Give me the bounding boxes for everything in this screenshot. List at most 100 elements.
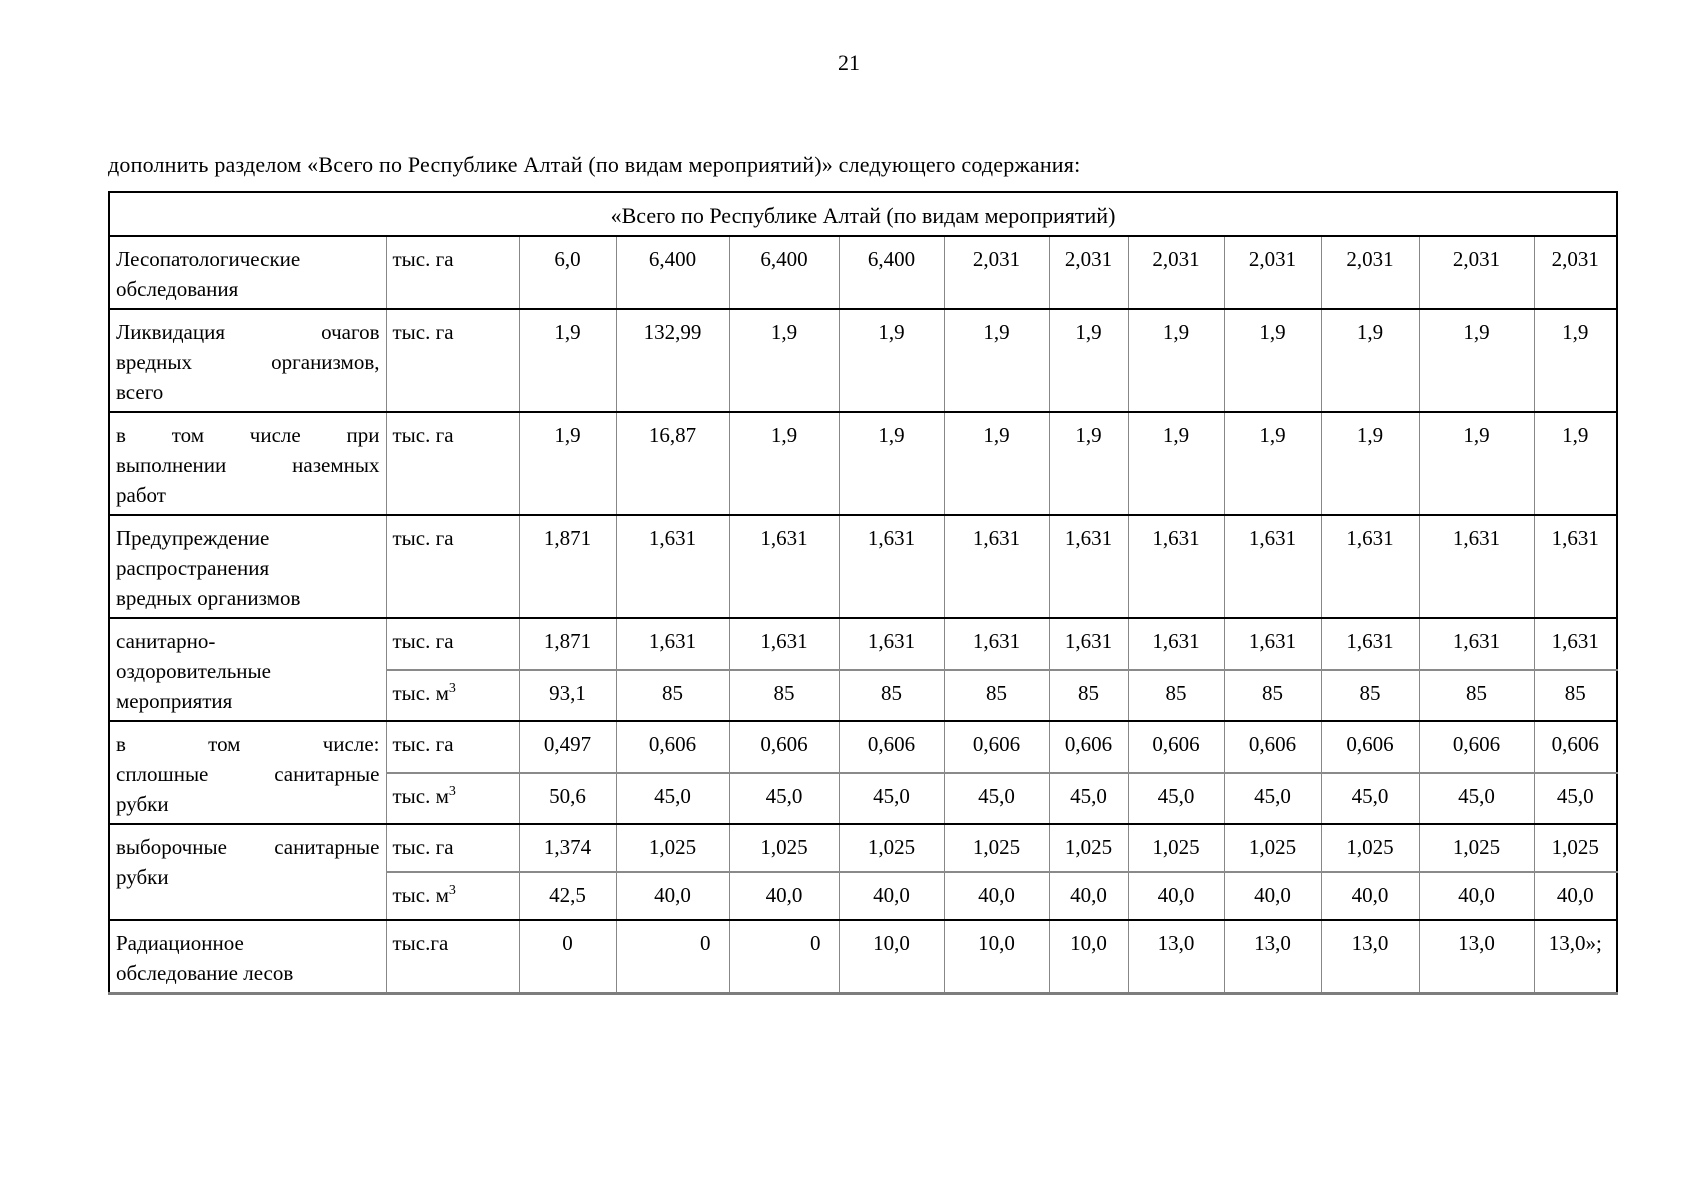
unit-cell: тыс. м3 bbox=[385, 771, 520, 824]
value-cell: 2,031 bbox=[1223, 235, 1322, 309]
value-cell: 1,631 bbox=[1127, 617, 1225, 670]
value-cell: 13,0»; bbox=[1533, 919, 1618, 994]
value-cell: 85 bbox=[1320, 668, 1420, 721]
value-cell: 1,631 bbox=[1533, 617, 1618, 670]
value-cell: 2,031 bbox=[1127, 235, 1225, 309]
value-cell: 2,031 bbox=[1048, 235, 1129, 309]
value-cell: 45,0 bbox=[1127, 771, 1225, 824]
measures-table: «Всего по Республике Алтай (по видам мер… bbox=[108, 191, 1619, 995]
value-cell: 40,0 bbox=[838, 871, 945, 920]
table-title-row: «Всего по Республике Алтай (по видам мер… bbox=[109, 192, 1617, 236]
value-cell: 1,871 bbox=[518, 617, 617, 670]
value-cell: 6,400 bbox=[728, 235, 840, 309]
unit-cell: тыс. га bbox=[385, 720, 520, 773]
value-cell: 1,025 bbox=[615, 823, 730, 872]
value-cell: 2,031 bbox=[1533, 235, 1618, 309]
value-cell: 1,631 bbox=[615, 514, 730, 618]
value-cell: 40,0 bbox=[1533, 871, 1618, 920]
value-cell: 1,9 bbox=[838, 308, 945, 412]
value-cell: 1,025 bbox=[1418, 823, 1535, 872]
value-cell: 1,631 bbox=[1320, 514, 1420, 618]
unit-cell: тыс. га bbox=[385, 823, 520, 872]
value-cell: 6,400 bbox=[838, 235, 945, 309]
unit-cell: тыс. га bbox=[385, 411, 520, 515]
value-cell: 50,6 bbox=[518, 771, 617, 824]
row-label: Предупреждение распространения вредных о… bbox=[108, 514, 387, 618]
value-cell: 1,871 bbox=[518, 514, 617, 618]
value-cell: 10,0 bbox=[838, 919, 945, 994]
row-label: Лесопатологические обследования bbox=[108, 235, 387, 309]
value-cell: 45,0 bbox=[1223, 771, 1322, 824]
value-cell: 1,025 bbox=[1127, 823, 1225, 872]
value-cell: 1,9 bbox=[1533, 308, 1618, 412]
value-cell: 85 bbox=[1223, 668, 1322, 721]
page-number: 21 bbox=[838, 50, 860, 75]
value-cell: 1,025 bbox=[1048, 823, 1129, 872]
table-row: санитарно- оздоровительные мероприятия ты… bbox=[108, 617, 1618, 721]
value-cell: 132,99 bbox=[615, 308, 730, 412]
value-cell: 85 bbox=[1533, 668, 1618, 721]
table-row: Ликвидация очагов вредных организмов, вс… bbox=[108, 308, 1618, 412]
value-cell: 40,0 bbox=[1418, 871, 1535, 920]
value-cell: 1,374 bbox=[518, 823, 617, 872]
value-cell: 10,0 bbox=[943, 919, 1050, 994]
value-cell: 1,631 bbox=[1127, 514, 1225, 618]
table-row: в том числе: сплошные санитарные рубки ты… bbox=[108, 720, 1618, 824]
value-cell: 45,0 bbox=[1048, 771, 1129, 824]
value-cell: 1,9 bbox=[1223, 411, 1322, 515]
value-cell: 45,0 bbox=[615, 771, 730, 824]
unit-cell: тыс. м3 bbox=[385, 871, 520, 920]
row-label: Радиационное обследование лесов bbox=[108, 919, 387, 994]
value-cell: 13,0 bbox=[1320, 919, 1420, 994]
table-row: выборочные санитарные рубки тыс. га 1,374 1… bbox=[108, 823, 1618, 920]
unit-cell: тыс. га bbox=[385, 617, 520, 670]
value-cell: 1,631 bbox=[838, 617, 945, 670]
value-cell: 40,0 bbox=[728, 871, 840, 920]
value-cell: 45,0 bbox=[1418, 771, 1535, 824]
value-cell: 0,606 bbox=[728, 720, 840, 773]
table-row: тыс. м3 93,1 85 85 85 85 85 85 85 85 85 85 bbox=[109, 668, 1618, 721]
value-cell: 42,5 bbox=[518, 871, 617, 920]
value-cell: 0,606 bbox=[1127, 720, 1225, 773]
value-cell: 1,9 bbox=[1533, 411, 1618, 515]
value-cell: 1,9 bbox=[1320, 308, 1420, 412]
value-cell: 85 bbox=[1418, 668, 1535, 721]
row-label: Ликвидация очагов вредных организмов, вс… bbox=[108, 308, 387, 412]
value-cell: 10,0 bbox=[1048, 919, 1129, 994]
row-label: санитарно- оздоровительные мероприятия bbox=[108, 617, 387, 721]
value-cell: 1,631 bbox=[1223, 514, 1322, 618]
value-cell: 1,631 bbox=[1048, 617, 1129, 670]
table-row: в том числе при выполнении наземных рабо… bbox=[108, 411, 1618, 515]
table-row: Радиационное обследование лесов тыс.га 0 0 0… bbox=[108, 919, 1618, 994]
unit-cell: тыс. га bbox=[385, 235, 520, 309]
value-cell: 93,1 bbox=[518, 668, 617, 721]
value-cell: 1,631 bbox=[1533, 514, 1618, 618]
value-cell: 1,631 bbox=[1048, 514, 1129, 618]
value-cell: 85 bbox=[1127, 668, 1225, 721]
value-cell: 0,606 bbox=[943, 720, 1050, 773]
value-cell: 45,0 bbox=[838, 771, 945, 824]
value-cell: 0 bbox=[728, 919, 840, 994]
value-cell: 2,031 bbox=[1418, 235, 1535, 309]
value-cell: 0 bbox=[518, 919, 617, 994]
value-cell: 1,9 bbox=[728, 411, 840, 515]
superscript-3: 3 bbox=[448, 783, 456, 799]
superscript-3: 3 bbox=[448, 680, 456, 696]
value-cell: 0,606 bbox=[838, 720, 945, 773]
table-row: тыс. м3 50,6 45,0 45,0 45,0 45,0 45,0 45,0 45,0 4… bbox=[109, 771, 1618, 824]
row-label: выборочные санитарные рубки bbox=[108, 823, 387, 920]
value-cell: 2,031 bbox=[1320, 235, 1420, 309]
value-cell: 1,9 bbox=[1127, 308, 1225, 412]
value-cell: 1,025 bbox=[1320, 823, 1420, 872]
value-cell: 40,0 bbox=[1320, 871, 1420, 920]
value-cell: 13,0 bbox=[1127, 919, 1225, 994]
value-cell: 13,0 bbox=[1418, 919, 1535, 994]
unit-cell: тыс. га bbox=[385, 308, 520, 412]
value-cell: 85 bbox=[943, 668, 1050, 721]
value-cell: 1,631 bbox=[1320, 617, 1420, 670]
value-cell: 1,9 bbox=[518, 308, 617, 412]
value-cell: 1,631 bbox=[728, 617, 840, 670]
value-cell: 40,0 bbox=[1048, 871, 1129, 920]
table-row: Лесопатологические обследования тыс. га 6,… bbox=[108, 235, 1618, 309]
